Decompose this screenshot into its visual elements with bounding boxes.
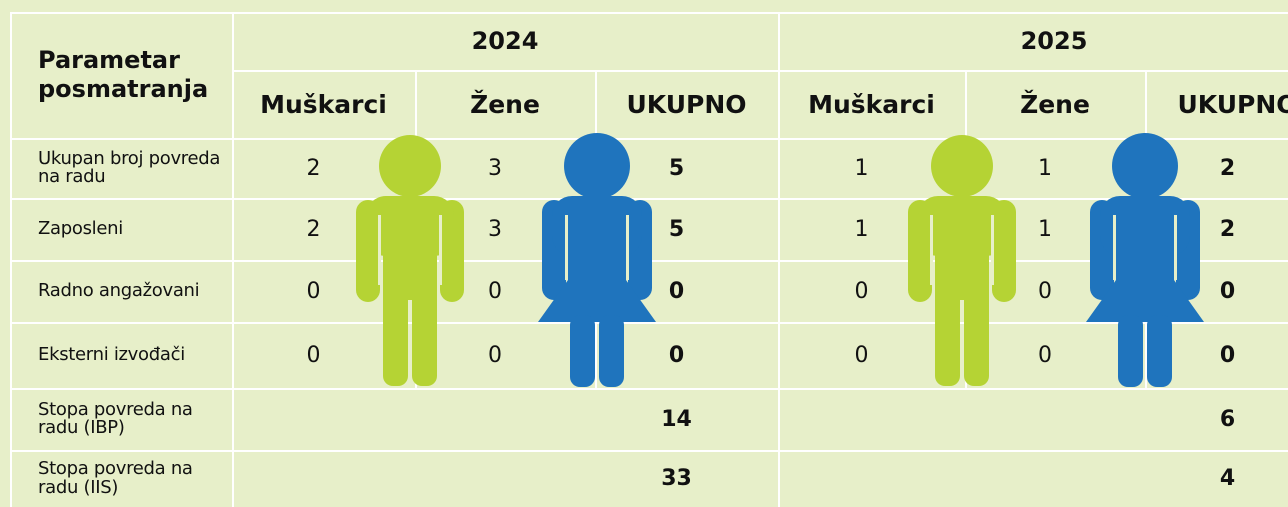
cell-value: 5 [668,155,685,181]
woman-leg [1118,315,1143,387]
cell-value: 0 [306,278,321,304]
cell-value: 0 [488,278,502,304]
grid-line [10,388,1288,390]
man-head [931,135,993,197]
man-gap [378,215,381,285]
woman-head [1112,133,1178,199]
grid-line [10,12,12,507]
column-header: Žene [1020,89,1090,119]
cell-value: 0 [488,342,502,368]
woman-skirt [1086,280,1204,322]
grid-line [10,138,1288,140]
cell-value: 0 [1219,342,1236,368]
man-gap [439,215,442,285]
grid-line [232,12,234,507]
row-label: Stopa povreda na radu (IBP) [38,398,193,438]
woman-torso [1116,230,1174,285]
grid-line [10,450,1288,452]
man-head [379,135,441,197]
cell-value: 0 [306,342,321,368]
grid-line [232,70,1288,72]
row-label: Zaposleni [38,217,123,239]
column-header: Muškarci [808,89,935,119]
cell-value: 0 [1038,278,1052,304]
woman-gap [1174,215,1177,280]
cell-value: 0 [854,342,869,368]
grid-line [10,12,1288,14]
cell-value: 33 [661,466,692,491]
man-gap [930,215,933,285]
cell-value: 1 [1038,216,1052,242]
woman-head [564,133,630,199]
cell-value: 1 [854,216,869,242]
row-label: Stopa povreda na radu (IIS) [38,458,193,498]
woman-gap [565,215,568,280]
grid-line [10,198,1288,200]
cell-value: 0 [1219,278,1236,304]
column-header: UKUPNO [626,89,747,119]
cell-value: 1 [854,155,869,181]
cell-value: 1 [1038,155,1052,181]
woman-gap [1113,215,1116,280]
woman-torso [568,230,626,285]
cell-value: 3 [488,155,502,181]
year-header: 2025 [1020,27,1088,55]
woman-gap [626,215,629,280]
grid-line [10,322,1288,324]
man-gap [991,215,994,285]
man-leg [935,280,960,386]
man-leg [383,280,408,386]
cell-value: 4 [1219,466,1236,491]
woman-skirt [538,280,656,322]
cell-value: 3 [488,216,502,242]
cell-value: 2 [1219,155,1236,181]
woman-leg [599,315,624,387]
cell-value: 6 [1219,406,1236,432]
column-header: Muškarci [260,89,387,119]
man-leg [964,280,989,386]
cell-value: 0 [668,278,685,304]
row-label: Ukupan broj povreda na radu [38,147,221,187]
cell-value: 2 [306,155,321,181]
grid-line [778,12,780,507]
man-leg [412,280,437,386]
column-header: UKUPNO [1177,89,1288,119]
woman-leg [570,315,595,387]
cell-value: 5 [668,216,685,242]
parameter-header: Parametar posmatranja [38,46,209,103]
cell-value: 14 [661,406,692,432]
year-header: 2024 [471,27,539,55]
cell-value: 0 [1038,342,1052,368]
row-label: Eksterni izvođači [38,343,185,365]
cell-value: 2 [1219,216,1236,242]
cell-value: 0 [668,342,685,368]
cell-value: 2 [306,216,321,242]
column-header: Žene [470,89,540,119]
woman-leg [1147,315,1172,387]
row-label: Radno angažovani [38,279,200,301]
cell-value: 0 [854,278,869,304]
